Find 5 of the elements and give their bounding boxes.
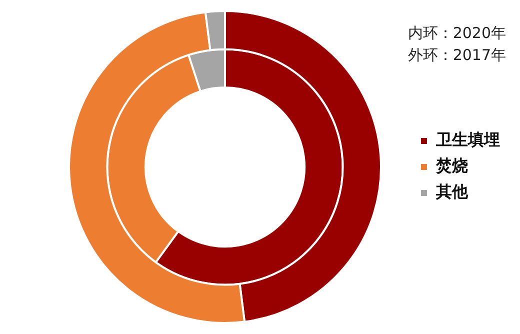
- legend-label: 焚烧: [435, 156, 468, 176]
- legend-label: 其他: [435, 182, 469, 202]
- text: 内环：2020年: [408, 23, 506, 44]
- text: 外环：2017年: [408, 45, 506, 66]
- legend-label: 卫生填埋: [435, 130, 500, 150]
